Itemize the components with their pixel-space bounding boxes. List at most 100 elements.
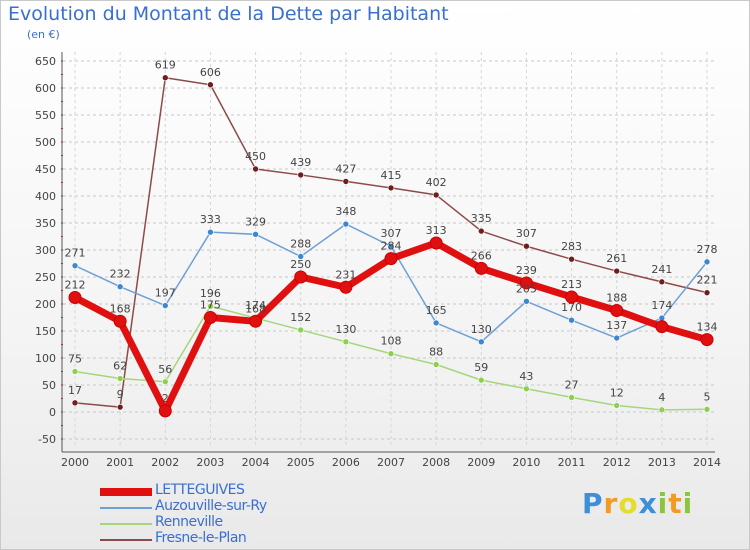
data-point [703,258,711,266]
data-label: 4 [658,391,665,404]
data-point [610,303,624,317]
x-tick-label: 2000 [61,456,89,469]
data-point [297,171,305,179]
data-point [294,270,308,284]
chart-axes: 650600550500450400350300250200150100500-… [35,52,721,469]
data-point [207,81,214,89]
y-tick-label: 250 [35,271,56,284]
data-point [161,302,169,309]
data-label: 168 [245,302,266,315]
data-point [655,320,669,334]
data-point [703,405,711,413]
x-tick-label: 2004 [242,456,270,469]
y-tick-label: 400 [35,190,56,203]
data-label: 606 [200,66,221,79]
y-tick-label: 50 [42,379,56,392]
data-point [477,338,485,346]
y-tick-label: 350 [35,217,56,230]
data-label: 152 [290,311,311,324]
x-tick-label: 2007 [377,456,405,469]
data-label: 335 [471,212,492,225]
data-point [297,326,305,334]
data-label: 239 [516,264,537,277]
data-label: 284 [381,240,402,253]
data-label: 232 [110,268,131,281]
data-point [116,375,124,382]
data-point [158,404,172,418]
chart-series [68,74,714,418]
data-label: 288 [290,237,311,250]
data-point [252,165,259,173]
data-label: 212 [65,279,86,292]
data-label: 130 [471,323,492,336]
legend-label: LETTEGUIVES [155,482,245,498]
data-label: 221 [697,274,718,287]
data-point [658,406,666,414]
data-label: 134 [697,321,718,334]
data-point [703,289,711,296]
data-point [342,220,350,228]
data-point [658,278,666,286]
data-point [523,242,530,250]
x-tick-label: 2006 [332,456,360,469]
data-label: 261 [606,252,627,265]
y-tick-label: 300 [35,244,56,257]
legend-swatch [100,507,152,509]
data-point [68,291,82,305]
data-point [568,394,575,401]
y-tick-label: 0 [49,406,56,419]
data-label: 130 [335,323,356,336]
data-label: 75 [68,353,82,366]
data-label: 197 [155,287,176,300]
y-tick-label: 450 [35,163,56,176]
legend-swatch [100,523,152,525]
y-tick-label: 150 [35,325,56,338]
proxiti-logo: Proxiti [582,487,694,520]
x-tick-label: 2011 [558,456,586,469]
x-tick-label: 2003 [196,456,224,469]
data-label: 56 [158,363,172,376]
y-tick-label: -50 [38,433,56,446]
data-label: 307 [381,227,402,240]
data-label: 333 [200,213,221,226]
y-tick-label: 500 [35,136,56,149]
x-tick-label: 2002 [151,456,179,469]
data-label: 205 [516,282,537,295]
data-point [613,402,621,409]
data-label: 17 [68,384,82,397]
data-point [700,333,714,347]
data-point [474,261,488,275]
data-label: 175 [200,299,221,312]
data-label: 9 [117,388,124,401]
data-point [297,253,305,260]
data-point [387,350,395,357]
data-point [203,311,217,324]
data-point [252,231,259,238]
data-point [477,227,485,235]
data-label: 62 [113,360,127,373]
data-label: 619 [155,59,176,72]
data-point [432,191,440,199]
data-label: 415 [381,169,402,182]
y-tick-label: 100 [35,352,56,365]
data-label: 12 [610,387,624,400]
data-point [523,297,530,305]
y-tick-label: 550 [35,109,56,122]
x-tick-label: 2005 [287,456,315,469]
data-label: 137 [606,319,627,332]
data-label: 88 [429,345,443,358]
data-label: 450 [245,150,266,163]
data-label: 2 [162,392,169,405]
data-point [207,228,214,236]
data-point [387,242,395,250]
data-point [249,314,263,328]
data-label: 402 [426,176,447,189]
data-point [432,361,440,368]
data-point [342,178,350,185]
data-label: 170 [561,301,582,314]
data-point [613,267,621,275]
legend-label: Fresne-le-Plan [155,530,247,546]
data-label: 307 [516,227,537,240]
x-tick-label: 2009 [467,456,495,469]
